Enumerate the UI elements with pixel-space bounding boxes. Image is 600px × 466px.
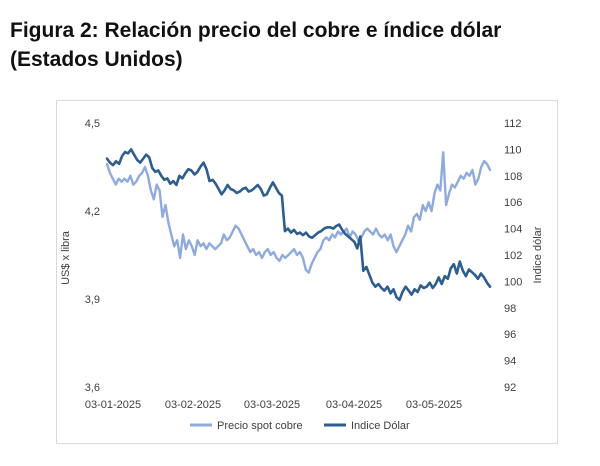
x-axis-ticks: 03-01-2025 03-02-2025 03-03-2025 03-04-2025… [85,399,462,411]
series-line-copper [105,151,492,274]
right-tick-label: 106 [504,197,522,209]
right-tick-label: 108 [504,171,522,183]
chart-frame [56,100,558,444]
right-axis-label: Indice dólar [532,226,544,283]
right-tick-label: 98 [504,303,516,315]
left-tick-label: 3,6 [85,382,100,394]
legend: Precio spot cobre Indice Dólar [190,420,410,432]
x-tick-label: 03-02-2025 [165,399,221,411]
left-tick-label: 3,9 [85,294,100,306]
right-axis-ticks: 92 94 96 98 100 102 104 106 108 110 112 [504,118,522,394]
x-tick-label: 03-03-2025 [244,399,300,411]
right-tick-label: 110 [504,144,522,156]
x-tick-label: 03-04-2025 [326,399,382,411]
right-tick-label: 94 [504,356,516,368]
legend-label-copper: Precio spot cobre [217,420,303,432]
right-tick-label: 102 [504,250,522,262]
x-tick-label: 03-05-2025 [406,399,462,411]
left-axis-label: US$ x libra [60,230,72,285]
right-tick-label: 100 [504,276,522,288]
series-line-dollar [105,148,492,302]
right-tick-label: 96 [504,329,516,341]
legend-label-dollar: Indice Dólar [351,420,410,432]
right-tick-label: 112 [504,118,522,130]
left-tick-label: 4,2 [85,206,100,218]
right-tick-label: 104 [504,224,522,236]
right-tick-label: 92 [504,382,516,394]
left-tick-label: 4,5 [85,118,100,130]
left-axis-ticks: 3,6 3,9 4,2 4,5 [85,118,100,394]
figure-title: Figura 2: Relación precio del cobre e ín… [10,19,502,71]
x-tick-label: 03-01-2025 [85,399,141,411]
plot-lines [105,148,492,302]
